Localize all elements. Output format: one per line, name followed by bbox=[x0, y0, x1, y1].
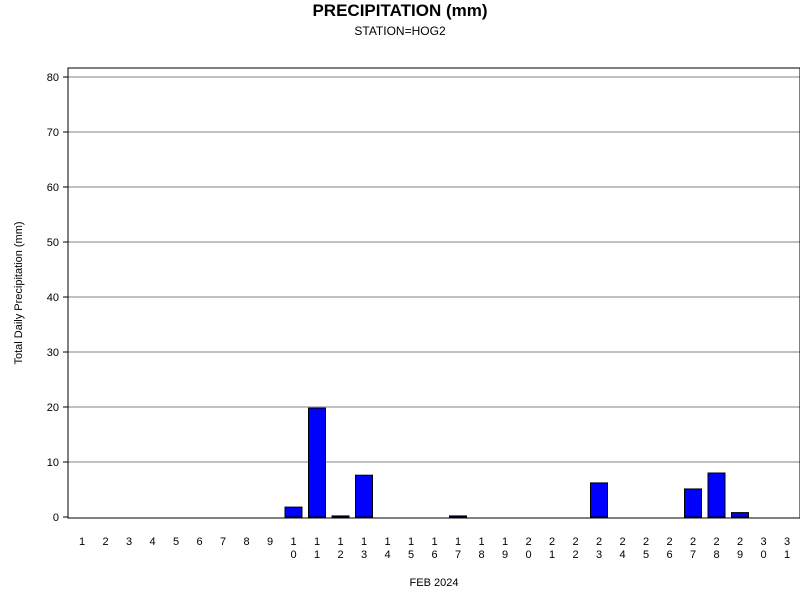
x-tick-label: 6 bbox=[196, 536, 202, 548]
x-tick-label: 7 bbox=[220, 536, 226, 548]
x-axis: 1 2 3 4 5 6 7 8 9 1 01 11 21 31 41 51 61 71 81 92 02 12 22 32 42… bbox=[79, 536, 790, 561]
x-tick-label: 3 bbox=[126, 536, 132, 548]
grid-lines bbox=[68, 76, 800, 463]
y-tick-label: 30 bbox=[47, 347, 59, 359]
bar-day-29 bbox=[731, 512, 749, 518]
bar-day-12 bbox=[331, 515, 350, 518]
x-tick-label: 2 bbox=[102, 536, 108, 548]
plot-frame bbox=[67, 67, 800, 519]
y-tick-label: 80 bbox=[47, 72, 59, 84]
bar-day-10 bbox=[284, 506, 303, 518]
y-tick-label: 20 bbox=[47, 402, 59, 414]
y-tick-label: 40 bbox=[47, 292, 59, 304]
bar-day-27 bbox=[684, 488, 702, 518]
bar-day-17 bbox=[449, 515, 467, 518]
y-tick-label: 60 bbox=[47, 182, 59, 194]
bars bbox=[284, 407, 749, 518]
bar-day-11 bbox=[308, 407, 326, 518]
y-tick-label: 10 bbox=[47, 457, 59, 469]
x-tick-label: 4 bbox=[149, 536, 155, 548]
y-tick-label: 50 bbox=[47, 237, 59, 249]
x-tick-label: 9 bbox=[267, 536, 273, 548]
x-tick-label: 1 bbox=[79, 536, 85, 548]
bar-day-23 bbox=[590, 482, 608, 518]
x-tick-label: 8 bbox=[243, 536, 249, 548]
chart-title: PRECIPITATION (mm) bbox=[312, 1, 488, 20]
bar-day-13 bbox=[355, 474, 373, 518]
x-tick-label: 5 bbox=[173, 536, 179, 548]
bar-day-28 bbox=[707, 472, 726, 518]
y-tick-label: 70 bbox=[47, 127, 59, 139]
y-axis-label: Total Daily Precipitation (mm) bbox=[13, 221, 25, 364]
y-axis: 0 10 20 30 40 50 60 70 80 bbox=[47, 72, 68, 524]
x-axis-label: FEB 2024 bbox=[410, 577, 459, 589]
y-tick-label: 0 bbox=[53, 512, 59, 524]
chart-subtitle: STATION=HOG2 bbox=[354, 24, 446, 38]
